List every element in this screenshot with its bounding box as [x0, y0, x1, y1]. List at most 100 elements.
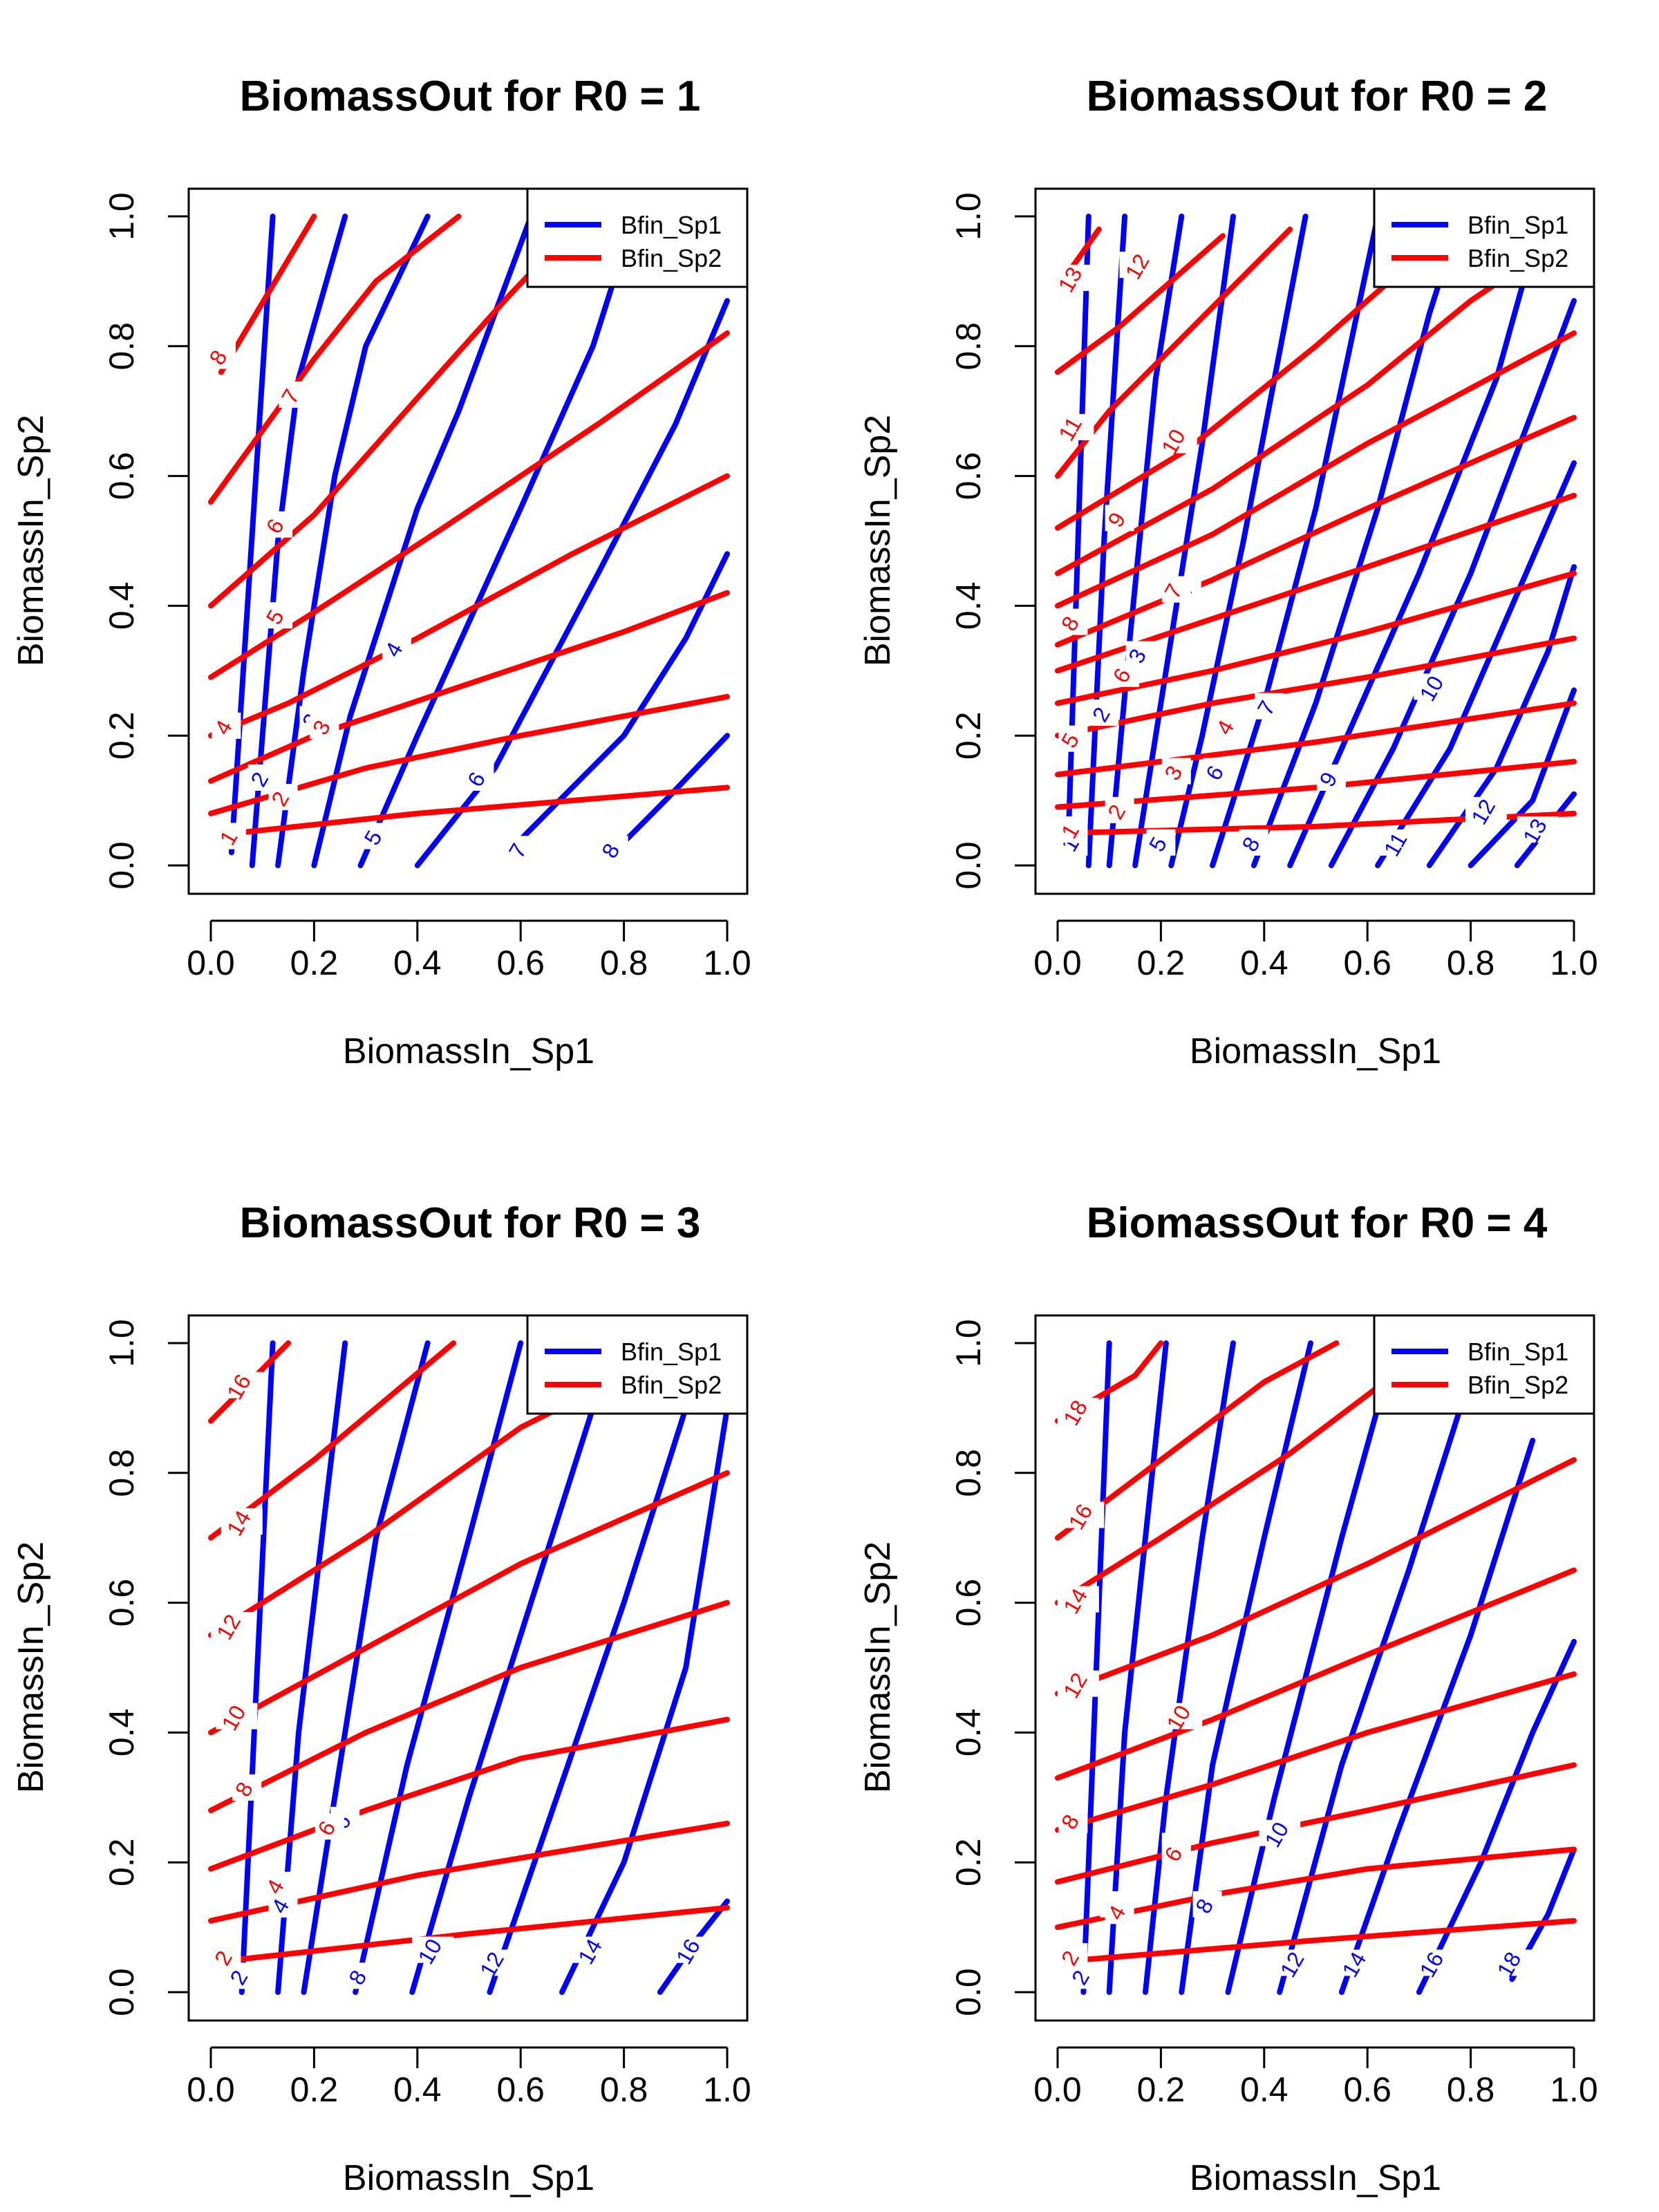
x-tick-label: 0.6 — [1343, 2070, 1391, 2109]
x-axis: 0.0 0.2 0.4 0.6 0.8 1.0 BiomassIn_Sp1 — [1033, 2046, 1598, 2198]
contour-label-bg — [221, 1371, 263, 1398]
contour-label-bg — [572, 1936, 614, 1963]
contour-label-bg — [206, 342, 236, 369]
contour-label-bg — [670, 1936, 712, 1963]
contour-bfin_sp2-1 — [234, 785, 730, 836]
x-tick-label: 0.2 — [1137, 2070, 1185, 2109]
contour-label-bg — [465, 764, 494, 791]
x-tick-label: 0.8 — [600, 944, 648, 982]
x-tick-label: 0.0 — [187, 944, 235, 982]
contour-bfin_sp1-1 — [228, 214, 276, 856]
contour-bfin_sp1-12 — [1468, 687, 1577, 868]
y-axis-label: BiomassIn_Sp2 — [858, 415, 898, 666]
contour-label-bg — [212, 712, 241, 739]
contour-bfin_sp2-3 — [1055, 700, 1577, 778]
contour-label-bg — [1146, 829, 1176, 856]
y-tick-label: 0.0 — [949, 1968, 988, 2016]
x-tick-label: 0.4 — [393, 2070, 442, 2109]
x-tick-label: 0.6 — [496, 944, 545, 982]
contour-bfin_sp1-8 — [1179, 1340, 1313, 1995]
contour-label-bg — [1052, 264, 1094, 291]
contour-label-bg — [1057, 1586, 1099, 1613]
contour-label-bg — [1058, 1943, 1088, 1970]
contour-label-bg — [1213, 712, 1243, 739]
x-tick-label: 0.4 — [1240, 2070, 1288, 2109]
legend-box — [526, 187, 749, 288]
y-axis: 0.0 0.2 0.4 0.6 0.8 1.0 BiomassIn_Sp2 — [858, 1319, 1037, 2016]
legend-box — [1373, 1314, 1595, 1415]
contour-label-bg — [1105, 505, 1134, 532]
contour-bfin_sp2-2 — [1055, 758, 1577, 810]
contour-bfin_sp1-6 — [301, 1340, 431, 1995]
contour-bfin_sp1-7 — [518, 551, 730, 843]
chart-title: BiomassOut for R0 = 4 — [1087, 1199, 1548, 1247]
contour-label-bg — [1089, 700, 1119, 727]
contour-label-bg — [1058, 1806, 1088, 1833]
contour-bfin_sp2-8 — [1055, 1671, 1577, 1833]
y-tick-label: 0.6 — [102, 1579, 141, 1627]
y-tick-label: 0.0 — [949, 841, 988, 890]
contour-label-bg — [1058, 608, 1088, 635]
legend-entry: Bfin_Sp2 — [621, 1371, 722, 1399]
y-axis: 0.0 0.2 0.4 0.6 0.8 1.0 BiomassIn_Sp2 — [11, 1319, 190, 2016]
y-axis-label: BiomassIn_Sp2 — [11, 1541, 51, 1793]
contour-bfin_sp2-3 — [208, 590, 730, 784]
contour-label-bg — [346, 1962, 375, 1989]
contour-bfin_sp1-3 — [1106, 214, 1185, 868]
contour-bfin_sp1-3 — [275, 214, 431, 868]
contour-bfin_sp1-5 — [357, 214, 637, 868]
contour-label-bg — [1161, 758, 1191, 785]
contour-label-bg — [1378, 829, 1420, 856]
contour-label-bg — [1414, 1949, 1456, 1976]
x-tick-label: 0.6 — [1343, 944, 1391, 982]
y-tick-label: 1.0 — [949, 1319, 988, 1367]
contour-bfin_sp1-2 — [238, 1340, 276, 1995]
contour-bfin_sp2-4 — [1055, 635, 1577, 739]
contour-label-bg — [263, 602, 293, 629]
contour-label-bg — [382, 635, 411, 662]
contour-bfin_sp2-10 — [1055, 1567, 1577, 1781]
contour-bfin_sp2-2 — [234, 1904, 730, 1962]
contour-label-bg — [1255, 693, 1284, 720]
x-tick-label: 0.2 — [290, 944, 339, 982]
legend: Bfin_Sp1 Bfin_Sp2 — [1373, 1314, 1595, 1415]
y-tick-label: 0.8 — [949, 1449, 988, 1497]
contour-label-bg — [216, 1703, 258, 1730]
contour-bfin_sp1-8 — [353, 1340, 524, 1995]
contour-bfin_sp2-6 — [208, 1716, 730, 1872]
contour-label-bg — [232, 1774, 262, 1801]
contour-label-bg — [474, 1949, 516, 1976]
contour-label-bg — [1105, 796, 1134, 823]
x-tick-label: 1.0 — [1550, 944, 1598, 982]
y-tick-label: 0.2 — [102, 1838, 141, 1886]
x-axis: 0.0 0.2 0.4 0.6 0.8 1.0 BiomassIn_Sp1 — [187, 919, 751, 1071]
contour-label-bg — [1336, 1949, 1378, 1976]
contour-label-bg — [1203, 758, 1232, 785]
contour-label-bg — [1239, 829, 1268, 856]
contour-labels: 2468101214161824681012141618 — [1056, 1396, 1533, 1989]
contour-bfin_sp2-10 — [208, 1470, 730, 1736]
contour-label-bg — [1105, 1897, 1134, 1924]
contour-label-bg — [1161, 1839, 1191, 1866]
contour-label-bg — [1414, 673, 1456, 700]
y-tick-label: 0.4 — [102, 582, 141, 630]
contour-bfin_sp1-5 — [1168, 214, 1309, 868]
contour-label-bg — [1192, 1891, 1222, 1918]
x-tick-label: 0.8 — [1447, 2070, 1495, 2109]
contour-label-bg — [315, 1813, 344, 1840]
contour-bfin_sp1-16 — [1416, 1638, 1577, 1995]
contour-label-bg — [599, 836, 628, 863]
contour-label-bg — [1155, 427, 1197, 453]
contour-bfin_sp1-6 — [1143, 1340, 1236, 1995]
contour-label-bg — [210, 1612, 252, 1639]
y-tick-label: 0.0 — [102, 1968, 141, 2016]
contour-label-bg — [1491, 1949, 1533, 1976]
contour-bfin_sp2-7 — [208, 214, 462, 505]
legend: Bfin_Sp1 Bfin_Sp2 — [526, 187, 749, 288]
contour-bfin_sp2-7 — [1055, 415, 1577, 648]
contour-label-bg — [1058, 725, 1088, 752]
contour-label-bg — [1119, 252, 1161, 279]
y-tick-label: 0.8 — [102, 322, 141, 371]
y-tick-label: 1.0 — [102, 1319, 141, 1367]
contour-lines — [1055, 214, 1577, 868]
